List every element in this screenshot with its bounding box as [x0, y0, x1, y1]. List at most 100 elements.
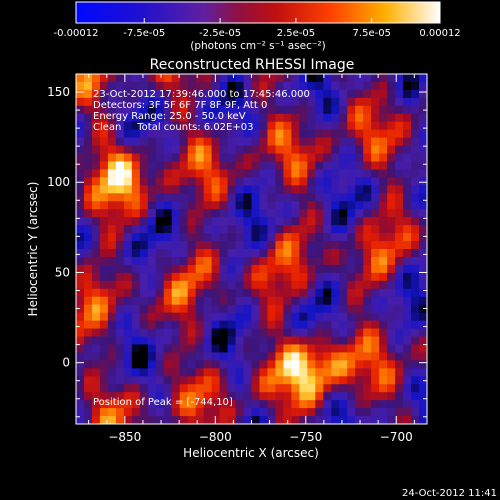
heatmap-cell	[347, 304, 356, 314]
heatmap-cell	[115, 288, 125, 298]
heatmap-cell	[99, 145, 109, 155]
heatmap-cell	[267, 113, 277, 123]
heatmap-cell	[171, 264, 181, 274]
heatmap-cell	[347, 113, 356, 123]
heatmap-cell	[307, 177, 316, 186]
heatmap-cell	[131, 161, 141, 171]
heatmap-cell	[339, 193, 348, 202]
heatmap-cell	[187, 241, 197, 250]
heatmap-cell	[147, 121, 157, 131]
heatmap-cell	[315, 312, 324, 322]
heatmap-cell	[315, 217, 324, 226]
heatmap-cell	[131, 89, 141, 99]
heatmap-cell	[76, 416, 85, 424]
heatmap-cell	[307, 384, 316, 393]
heatmap-cell	[147, 312, 157, 322]
heatmap-cell	[76, 249, 85, 258]
heatmap-cell	[76, 312, 85, 322]
colorbar-tick-label: 2.5e-05	[277, 28, 315, 39]
heatmap-cell	[323, 233, 332, 242]
heatmap-cell	[315, 121, 324, 131]
heatmap-cell	[195, 74, 205, 83]
heatmap-cell	[235, 185, 245, 194]
heatmap-cell	[195, 368, 205, 377]
heatmap-cell	[347, 137, 356, 147]
heatmap-cell	[395, 400, 404, 409]
heatmap-cell	[259, 280, 269, 290]
heatmap-cell	[275, 217, 285, 226]
heatmap-cell	[123, 296, 133, 306]
heatmap-cell	[179, 368, 189, 377]
heatmap-cell	[203, 296, 213, 306]
heatmap-cell	[251, 225, 261, 234]
heatmap-cell	[331, 241, 340, 250]
heatmap-cell	[107, 360, 117, 369]
heatmap-cell	[155, 344, 165, 353]
heatmap-cell	[83, 105, 93, 115]
heatmap-cell	[147, 153, 157, 163]
heatmap-cell	[131, 272, 141, 282]
heatmap-cell	[83, 169, 93, 178]
heatmap-cell	[123, 400, 133, 409]
heatmap-cell	[219, 137, 229, 147]
heatmap-cell	[275, 312, 285, 322]
heatmap-cell	[403, 384, 412, 393]
heatmap-cell	[291, 376, 300, 385]
heatmap-cell	[171, 241, 181, 250]
heatmap-cell	[131, 352, 141, 361]
heatmap-cell	[163, 161, 173, 171]
heatmap-cell	[139, 145, 149, 155]
heatmap-cell	[379, 121, 388, 131]
heatmap-cell	[187, 384, 197, 393]
heatmap-cell	[363, 376, 372, 385]
heatmap-cell	[163, 177, 173, 186]
heatmap-cell	[371, 288, 380, 298]
heatmap-cell	[179, 360, 189, 369]
heatmap-cell	[243, 97, 253, 107]
heatmap-cell	[235, 241, 245, 250]
heatmap-cell	[187, 312, 197, 322]
heatmap-cell	[363, 121, 372, 131]
heatmap-cell	[363, 384, 372, 393]
heatmap-cell	[299, 312, 308, 322]
heatmap-cell	[147, 320, 157, 330]
heatmap-cell	[283, 161, 292, 171]
heatmap-cell	[291, 312, 300, 322]
heatmap-cell	[219, 408, 229, 417]
heatmap-cell	[267, 249, 277, 258]
heatmap-cell	[275, 400, 285, 409]
heatmap-cell	[227, 384, 237, 393]
heatmap-cell	[355, 328, 364, 338]
heatmap-cell	[323, 280, 332, 290]
heatmap-cell	[339, 344, 348, 353]
heatmap-cell	[139, 217, 149, 226]
heatmap-cell	[291, 360, 300, 369]
heatmap-cell	[155, 416, 165, 424]
heatmap-cell	[347, 392, 356, 401]
heatmap-cell	[123, 113, 133, 123]
heatmap-cell	[243, 137, 253, 147]
heatmap-cell	[91, 408, 101, 417]
heatmap-cell	[395, 217, 404, 226]
heatmap-cell	[299, 352, 308, 361]
heatmap-cell	[379, 233, 388, 242]
heatmap-cell	[179, 185, 189, 194]
heatmap-cell	[115, 121, 125, 131]
heatmap-cell	[203, 185, 213, 194]
heatmap-cell	[307, 185, 316, 194]
heatmap-cell	[219, 360, 229, 369]
heatmap-cell	[139, 304, 149, 314]
heatmap-cell	[203, 328, 213, 338]
heatmap-cell	[347, 121, 356, 131]
heatmap-cell	[387, 280, 396, 290]
heatmap-cell	[251, 105, 261, 115]
heatmap-cell	[363, 233, 372, 242]
heatmap-cell	[275, 288, 285, 298]
heatmap-cell	[355, 129, 364, 139]
heatmap-cell	[147, 336, 157, 346]
heatmap-cell	[139, 233, 149, 242]
heatmap-cell	[299, 209, 308, 218]
heatmap-cell	[203, 320, 213, 330]
heatmap-cell	[163, 264, 173, 274]
heatmap-cell	[235, 392, 245, 401]
